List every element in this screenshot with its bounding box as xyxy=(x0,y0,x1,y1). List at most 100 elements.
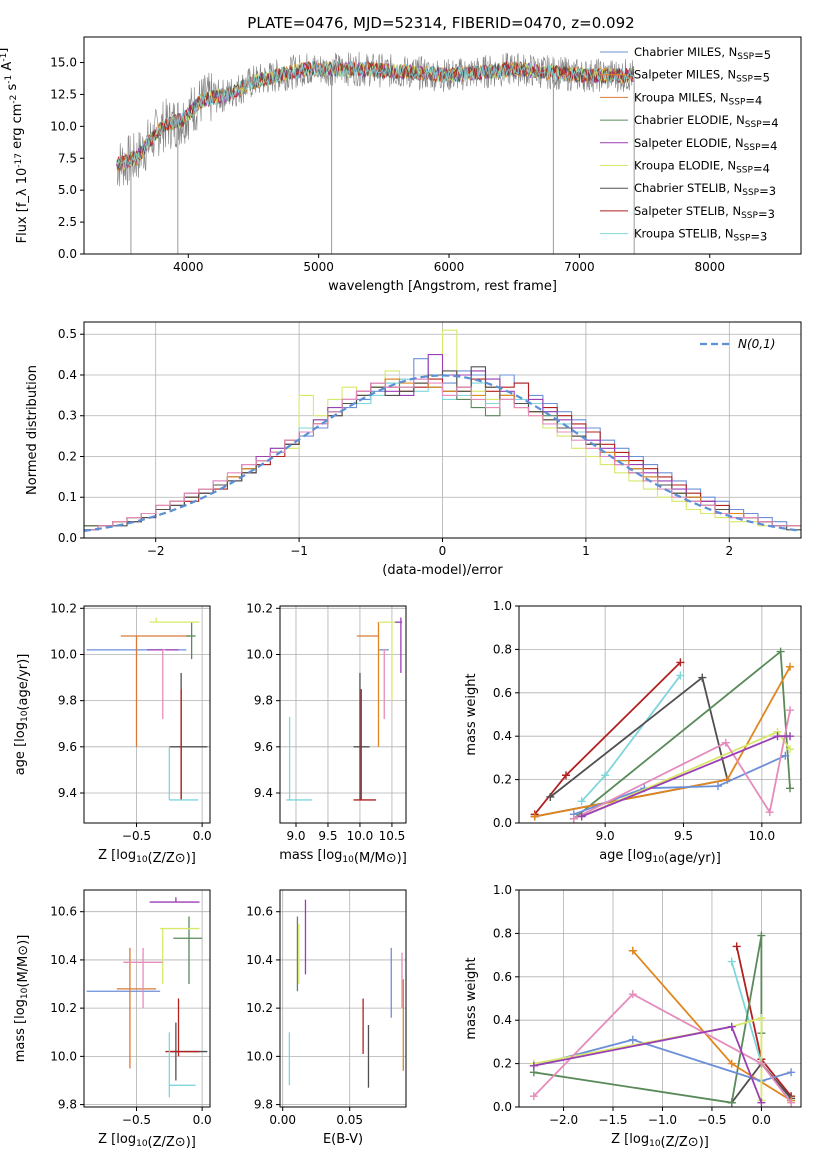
weight-marker xyxy=(757,1098,766,1107)
panel-2: −0.5 0.0 9.4 9.6 9.8 10.0 10.2 Z [log10(Z/Z⊙)] a… xyxy=(13,601,212,866)
y-axis-label: mass [log10(M/M⊙)] xyxy=(13,935,31,1063)
x-tick-label: 0.05 xyxy=(336,1113,363,1127)
y-tick-label: 0.6 xyxy=(493,970,512,984)
weight-marker xyxy=(546,792,555,801)
weight-marker xyxy=(786,745,795,754)
legend-entry: Salpeter MILES, NSSP=5 xyxy=(634,68,770,85)
y-tick-label: 0.0 xyxy=(58,531,77,545)
x-tick-label: −1 xyxy=(290,544,308,558)
y-tick-label: 10.0 xyxy=(50,1049,77,1063)
y-tick-label: 10.4 xyxy=(246,953,273,967)
x-tick-label: 2 xyxy=(725,544,733,558)
grid-5 xyxy=(84,890,210,1107)
y-tick-label: 0.0 xyxy=(58,247,77,261)
errorbar-kroupa-stelib xyxy=(286,716,312,801)
axes-frame-3 xyxy=(279,605,407,824)
x-tick-label: 0.00 xyxy=(269,1113,296,1127)
y-axis-label: mass weight xyxy=(464,673,479,755)
weight-marker xyxy=(529,1061,538,1070)
errorbar-salpeter-elodie xyxy=(395,617,403,673)
y-axis-label: age [log10(age/yr)] xyxy=(13,654,31,776)
y-tick-label: 10.0 xyxy=(246,1049,273,1063)
x-axis-label: Z [log10(Z/Z⊙)] xyxy=(98,848,196,866)
x-tick-label: 0.0 xyxy=(193,829,212,843)
y-axis-label: Normed distribution xyxy=(25,365,40,495)
legend-entry: Kroupa ELODIE, NSSP=4 xyxy=(634,159,770,176)
y-tick-label: 0.8 xyxy=(493,642,512,656)
x-axis-label: wavelength [Angstrom, rest frame] xyxy=(328,279,557,294)
y-tick-label: 10.6 xyxy=(50,905,77,919)
legend-entry: N(0,1) xyxy=(738,337,775,351)
x-axis-label: E(B-V) xyxy=(323,1132,363,1147)
panel-6: 0.00 0.05 9.8 10.0 10.2 10.4 10.6 E(B-V) xyxy=(246,889,407,1147)
y-tick-label: 0.6 xyxy=(493,686,512,700)
grid-4 xyxy=(519,605,801,824)
y-tick-label: 10.2 xyxy=(246,1001,273,1015)
errorbar-chabrier-elodie xyxy=(186,622,196,660)
plot-area-6 xyxy=(288,899,404,1088)
legend-entry: Kroupa MILES, NSSP=4 xyxy=(634,90,762,107)
weight-marker xyxy=(786,732,795,741)
weight-marker xyxy=(786,662,795,671)
weight-marker xyxy=(698,673,707,682)
y-tick-label: 0.3 xyxy=(58,409,77,423)
weight-marker xyxy=(727,957,736,966)
histogram-pink xyxy=(84,378,801,531)
x-tick-label: 7000 xyxy=(564,260,595,274)
y-tick-label: 1.0 xyxy=(493,599,512,613)
weight-marker xyxy=(713,782,722,791)
x-tick-label: 0 xyxy=(439,544,447,558)
errorbar-chabrier-stelib xyxy=(169,672,208,800)
y-tick-label: 0.0 xyxy=(493,816,512,830)
weight-marker xyxy=(727,1098,736,1107)
weight-marker xyxy=(727,1059,736,1068)
y-tick-label: 10.0 xyxy=(50,647,77,661)
legend-entry: Chabrier ELODIE, NSSP=4 xyxy=(634,113,779,130)
y-tick-label: 9.8 xyxy=(254,1098,273,1112)
y-tick-label: 10.6 xyxy=(246,905,273,919)
axes-frame-5 xyxy=(83,889,211,1108)
x-tick-label: 10.0 xyxy=(748,829,775,843)
errorbar-pink xyxy=(123,947,163,1009)
x-tick-label: 0.0 xyxy=(752,1113,771,1127)
errorbar-kroupa-miles xyxy=(120,635,189,747)
y-tick-label: 9.8 xyxy=(58,694,77,708)
x-axis-label: mass [log10(M/M⊙)] xyxy=(279,848,407,866)
y-tick-label: 10.2 xyxy=(246,601,273,615)
legend-entry: Chabrier MILES, NSSP=5 xyxy=(634,45,771,62)
weight-line-salpeter-miles xyxy=(534,666,791,818)
weight-marker xyxy=(529,1092,538,1101)
weight-marker xyxy=(757,931,766,940)
y-axis-label: Flux [f_λ 10-17 erg cm-2 s-1 A-1] xyxy=(0,48,30,244)
figure-title: PLATE=0476, MJD=52314, FIBERID=0470, z=0… xyxy=(247,14,634,32)
errorbar-kroupa-elodie xyxy=(149,617,200,623)
errorbar-kroupa-stelib xyxy=(168,746,199,801)
errorbar-salpeter-elodie xyxy=(149,897,200,903)
y-tick-label: 7.5 xyxy=(58,151,77,165)
x-tick-label: 10.5 xyxy=(379,829,406,843)
x-axis-label: (data-model)/error xyxy=(382,563,503,578)
y-tick-label: 10.0 xyxy=(246,647,273,661)
y-tick-label: 9.4 xyxy=(58,786,77,800)
weight-marker xyxy=(757,1059,766,1068)
weight-marker xyxy=(628,990,637,999)
panel-4: 9.0 9.5 10.0 0.0 0.2 0.4 0.6 0.8 1.0 age [log10(a… xyxy=(464,599,802,866)
errorbar-kroupa-elodie xyxy=(160,927,200,985)
errorbar-salpeter-stelib xyxy=(353,689,376,801)
grid-6 xyxy=(280,890,406,1107)
plot-area-7 xyxy=(529,931,796,1107)
plot-area-5 xyxy=(86,897,208,1098)
weight-marker xyxy=(786,706,795,715)
y-tick-label: 0.0 xyxy=(493,1100,512,1114)
errorbar-kroupa-elodie xyxy=(379,621,399,701)
x-tick-label: 1 xyxy=(582,544,590,558)
y-tick-label: 2.5 xyxy=(58,215,77,229)
grid-7 xyxy=(519,889,801,1108)
errorbar-pink xyxy=(382,649,386,720)
weight-line-kroupa-elodie xyxy=(533,1016,763,1101)
x-tick-label: −0.5 xyxy=(122,829,151,843)
x-axis-label: Z [log10(Z/Z⊙)] xyxy=(611,1132,709,1150)
y-tick-label: 10.4 xyxy=(50,953,77,967)
weight-marker xyxy=(765,808,774,817)
